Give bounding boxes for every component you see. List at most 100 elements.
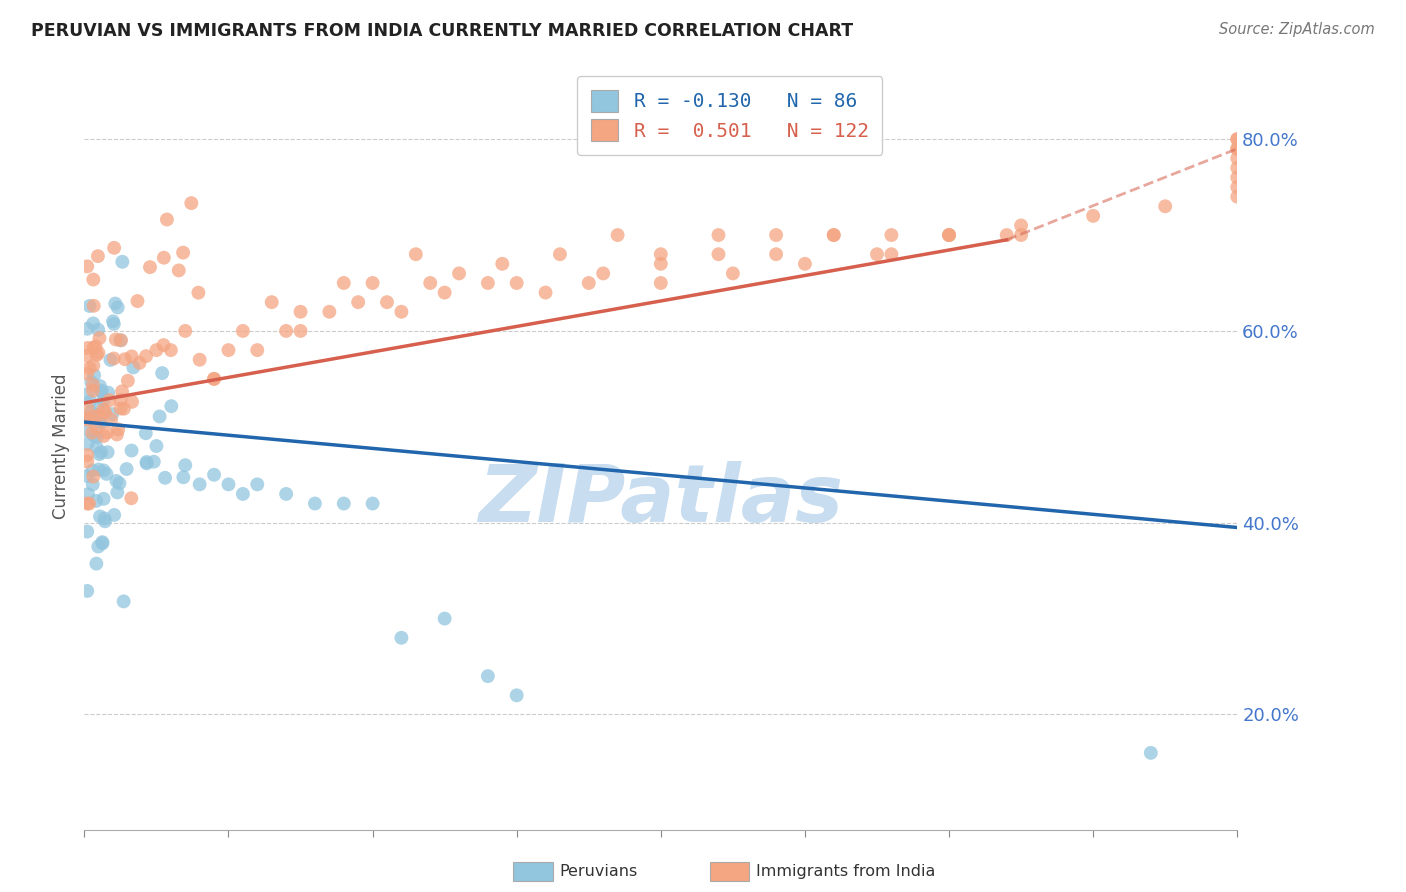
Point [91, 536, 114, 550]
Point [93, 491, 115, 506]
Point [98, 393, 121, 408]
Point [117, 374, 139, 388]
Point [82, 359, 104, 373]
Point [114, 352, 136, 367]
Point [135, 455, 157, 469]
Point [1226, 190, 1249, 204]
Point [76, 437, 98, 451]
Point [91, 535, 114, 549]
Point [90, 416, 112, 430]
Point [592, 266, 614, 280]
Point [391, 631, 413, 645]
Point [100, 353, 122, 368]
Point [90, 384, 112, 398]
Point [108, 476, 131, 491]
Point [83, 341, 105, 355]
Point [112, 594, 135, 608]
Point [121, 443, 143, 458]
Point [361, 496, 384, 510]
Point [1226, 142, 1249, 156]
Point [90, 445, 112, 459]
Point [135, 456, 157, 470]
Point [246, 343, 269, 358]
Point [105, 474, 128, 488]
Point [110, 333, 132, 347]
Point [76, 496, 98, 510]
Point [84, 339, 107, 353]
Point [80, 376, 103, 390]
Point [202, 467, 225, 482]
Point [105, 427, 128, 442]
Point [433, 612, 456, 626]
Point [94, 514, 117, 528]
Point [89, 379, 111, 393]
Point [361, 276, 384, 290]
Point [121, 350, 143, 364]
Point [139, 260, 162, 274]
Point [765, 228, 787, 243]
Point [260, 295, 283, 310]
Point [145, 343, 167, 358]
Point [1010, 228, 1032, 243]
Point [506, 689, 529, 703]
Point [218, 477, 240, 491]
Point [82, 317, 104, 331]
Point [77, 496, 100, 510]
Point [938, 228, 960, 243]
Point [87, 249, 110, 263]
Point [97, 445, 120, 459]
Point [83, 428, 105, 442]
Point [76, 322, 98, 336]
Point [93, 511, 115, 525]
Point [433, 285, 456, 300]
Point [172, 245, 194, 260]
Point [188, 352, 211, 367]
Point [111, 254, 134, 268]
Point [122, 360, 145, 375]
Point [105, 485, 128, 500]
Point [89, 331, 111, 345]
Point [84, 494, 107, 508]
Point [650, 247, 672, 261]
Point [880, 228, 903, 243]
Point [202, 372, 225, 386]
Point [83, 299, 105, 313]
Point [290, 324, 312, 338]
Point [246, 477, 269, 491]
Point [79, 360, 101, 375]
Point [1154, 199, 1177, 213]
Point [938, 228, 960, 243]
Point [76, 413, 98, 427]
Point [1226, 180, 1249, 194]
Point [153, 251, 176, 265]
Point [135, 349, 157, 363]
Point [449, 266, 471, 280]
Point [115, 462, 138, 476]
Point [82, 378, 104, 392]
Point [100, 412, 122, 426]
Point [76, 341, 98, 355]
Point [1226, 132, 1249, 146]
Point [82, 477, 104, 491]
Point [707, 228, 730, 243]
Point [93, 429, 115, 443]
Point [202, 372, 225, 386]
Point [1226, 142, 1249, 156]
Point [83, 409, 105, 424]
Point [103, 317, 125, 331]
Point [721, 266, 744, 280]
Point [110, 401, 132, 416]
Point [93, 463, 115, 477]
Point [82, 384, 104, 398]
Point [174, 324, 197, 338]
Point [87, 415, 110, 429]
Point [548, 247, 571, 261]
Point [87, 323, 110, 337]
Point [1226, 170, 1249, 185]
Point [76, 411, 98, 425]
Point [86, 421, 108, 435]
Point [79, 394, 101, 409]
Point [606, 228, 628, 243]
Point [127, 294, 149, 309]
Point [82, 425, 104, 440]
